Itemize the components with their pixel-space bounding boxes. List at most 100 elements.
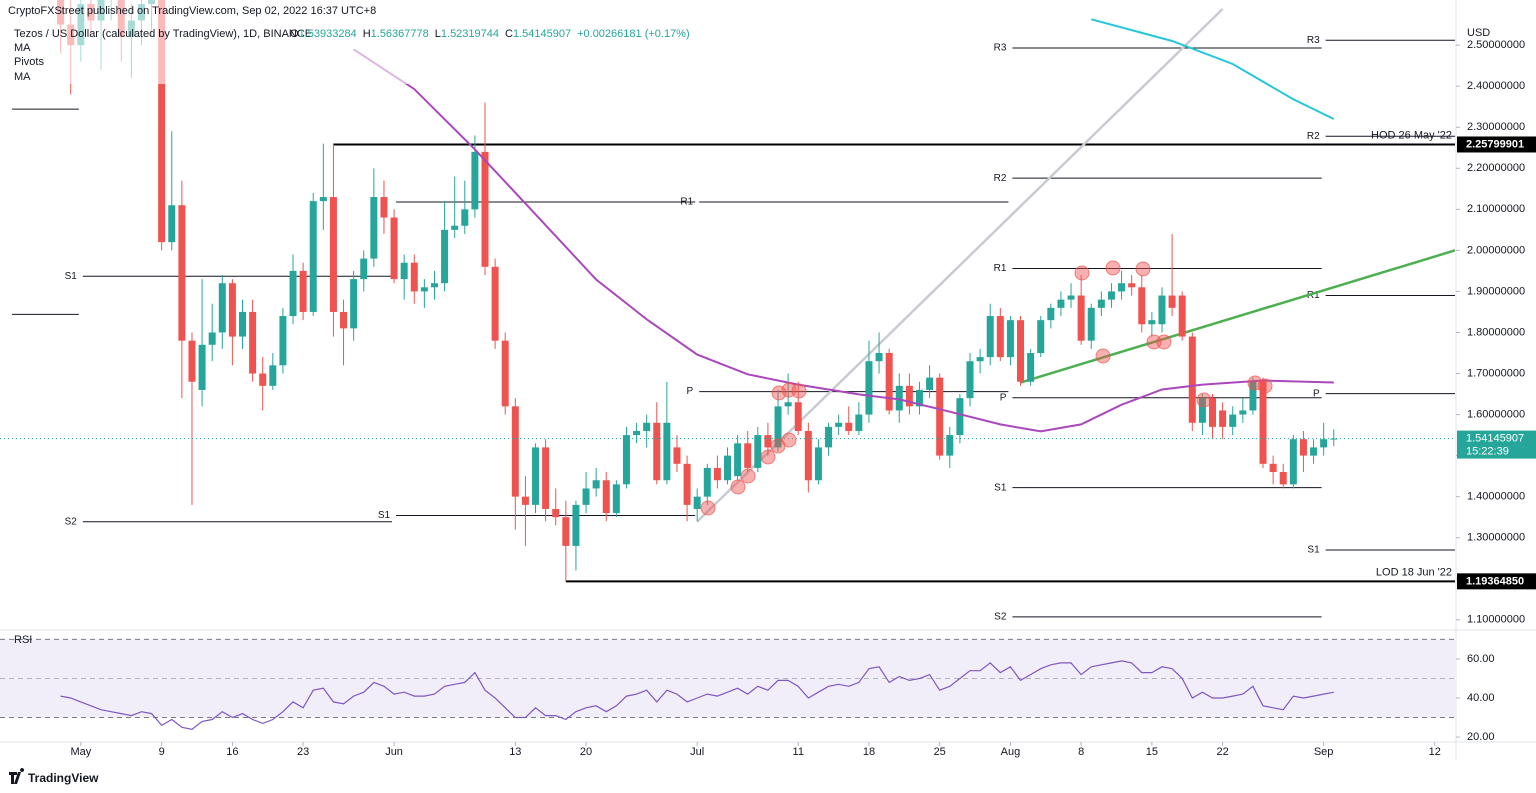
- y-tick-label: 2.10000000: [1467, 203, 1525, 215]
- candle-body: [1097, 299, 1105, 308]
- candle-body: [309, 201, 317, 312]
- pivot-label: S1: [65, 271, 78, 282]
- candle-body: [653, 422, 661, 481]
- pivot-label: R3: [1307, 35, 1320, 46]
- candle-body: [329, 197, 337, 312]
- candle-body: [441, 229, 449, 284]
- moving-average: [353, 48, 1334, 433]
- candle-body: [1158, 295, 1166, 325]
- countdown: 15:22:39: [1466, 445, 1509, 457]
- last-price-tag: [1457, 430, 1536, 459]
- candle-body: [1219, 410, 1227, 427]
- candle-body: [845, 422, 853, 431]
- x-tick-label: 13: [509, 746, 521, 758]
- x-tick-label: 16: [226, 746, 238, 758]
- candle-body: [764, 435, 772, 448]
- candle-body: [622, 435, 630, 485]
- pivot-label: R2: [994, 173, 1007, 184]
- candle-body: [713, 467, 721, 481]
- moving-average: [1091, 18, 1335, 120]
- candle-body: [643, 422, 651, 431]
- candle-body: [370, 197, 378, 259]
- candle-body: [239, 311, 246, 337]
- candle-body: [1047, 307, 1055, 321]
- candle-body: [633, 430, 641, 436]
- candle-body: [552, 508, 560, 518]
- candle-body: [340, 311, 348, 329]
- candle-body: [794, 402, 802, 431]
- candle-body: [279, 316, 287, 366]
- candle-body: [1006, 320, 1014, 358]
- ohlc-value: 1.52319744: [441, 28, 499, 40]
- pivot-label: P: [1313, 388, 1320, 399]
- ohlc-values: O1.53933284 H1.56367778 L1.52319744 C1.5414…: [290, 28, 690, 40]
- candle-body: [178, 205, 186, 341]
- candle-body: [1027, 352, 1035, 382]
- published-line: CryptoFXStreet published on TradingView.…: [8, 5, 376, 17]
- candle-body: [814, 447, 822, 481]
- trendline: [1020, 249, 1455, 384]
- candle-body: [592, 480, 600, 489]
- candle-body: [905, 385, 913, 407]
- candle-body: [350, 279, 358, 329]
- key-level-tag: [1457, 573, 1536, 590]
- price-pane: S1 S2 S1 R1 P R3 R2 R1 P S1 S2 R3 R2 R1 P S1 HOD 26 May …: [0, 0, 1455, 623]
- candle-body: [895, 385, 903, 411]
- candle-body: [299, 270, 307, 312]
- candle-body: [1320, 439, 1328, 448]
- x-tick-label: 15: [1146, 746, 1158, 758]
- pivot-label: R1: [994, 263, 1007, 274]
- candle-body: [1017, 320, 1025, 382]
- marker: [1095, 348, 1111, 364]
- axis-unit: USD: [1467, 27, 1490, 39]
- marker: [1105, 260, 1121, 276]
- y-tick-label: 2.30000000: [1467, 121, 1525, 133]
- key-level-tag: [1457, 136, 1536, 153]
- pivot-label: P: [1000, 392, 1007, 403]
- ohlc-letter: C: [505, 28, 513, 40]
- candle-body: [744, 443, 752, 468]
- footer: TradingView: [9, 768, 99, 785]
- candle-body: [936, 377, 944, 456]
- trendline: [696, 8, 1224, 523]
- marker: [1135, 261, 1151, 277]
- candle-body: [572, 504, 580, 546]
- ohlc-letter: L: [435, 28, 441, 40]
- x-tick-label: 11: [793, 746, 804, 758]
- pivot-label: R1: [1307, 290, 1320, 301]
- candle-body: [1178, 295, 1186, 337]
- candle-body: [259, 373, 267, 386]
- candle-body: [1310, 447, 1318, 456]
- candle-body: [663, 422, 671, 481]
- candle-body: [380, 197, 388, 218]
- indicator-name: MA: [14, 71, 31, 83]
- x-tick-label: 22: [1216, 746, 1228, 758]
- candle-body: [1229, 414, 1237, 427]
- marker: [1074, 265, 1090, 281]
- marker: [1156, 334, 1172, 350]
- marker: [1196, 392, 1212, 408]
- candle-body: [420, 287, 428, 292]
- pivot-label: R1: [680, 197, 693, 208]
- candle-body: [158, 0, 166, 243]
- pivot-label: R2: [1307, 131, 1320, 142]
- candle-body: [1279, 472, 1287, 485]
- candle-body: [228, 283, 236, 337]
- candle-body: [986, 316, 994, 358]
- candle-body: [693, 496, 701, 509]
- candle-body: [451, 225, 459, 230]
- x-tick-label: 25: [934, 746, 946, 758]
- candle-body: [249, 311, 257, 374]
- candle-body: [1077, 295, 1085, 341]
- indicator-name: Pivots: [14, 56, 44, 68]
- candle-body: [1067, 295, 1075, 300]
- candle-body: [683, 463, 691, 505]
- candle-body: [774, 406, 782, 448]
- candle-body: [1118, 283, 1126, 292]
- marker: [730, 479, 746, 495]
- candle-body: [1259, 381, 1267, 464]
- candle-body: [865, 361, 873, 415]
- candle-body: [289, 270, 297, 317]
